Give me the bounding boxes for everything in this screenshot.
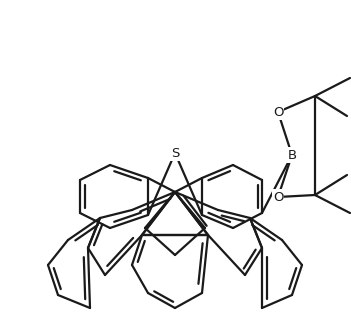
Text: O: O — [273, 106, 283, 119]
Text: S: S — [171, 146, 179, 159]
Text: B: B — [287, 148, 297, 161]
Text: O: O — [273, 191, 283, 203]
